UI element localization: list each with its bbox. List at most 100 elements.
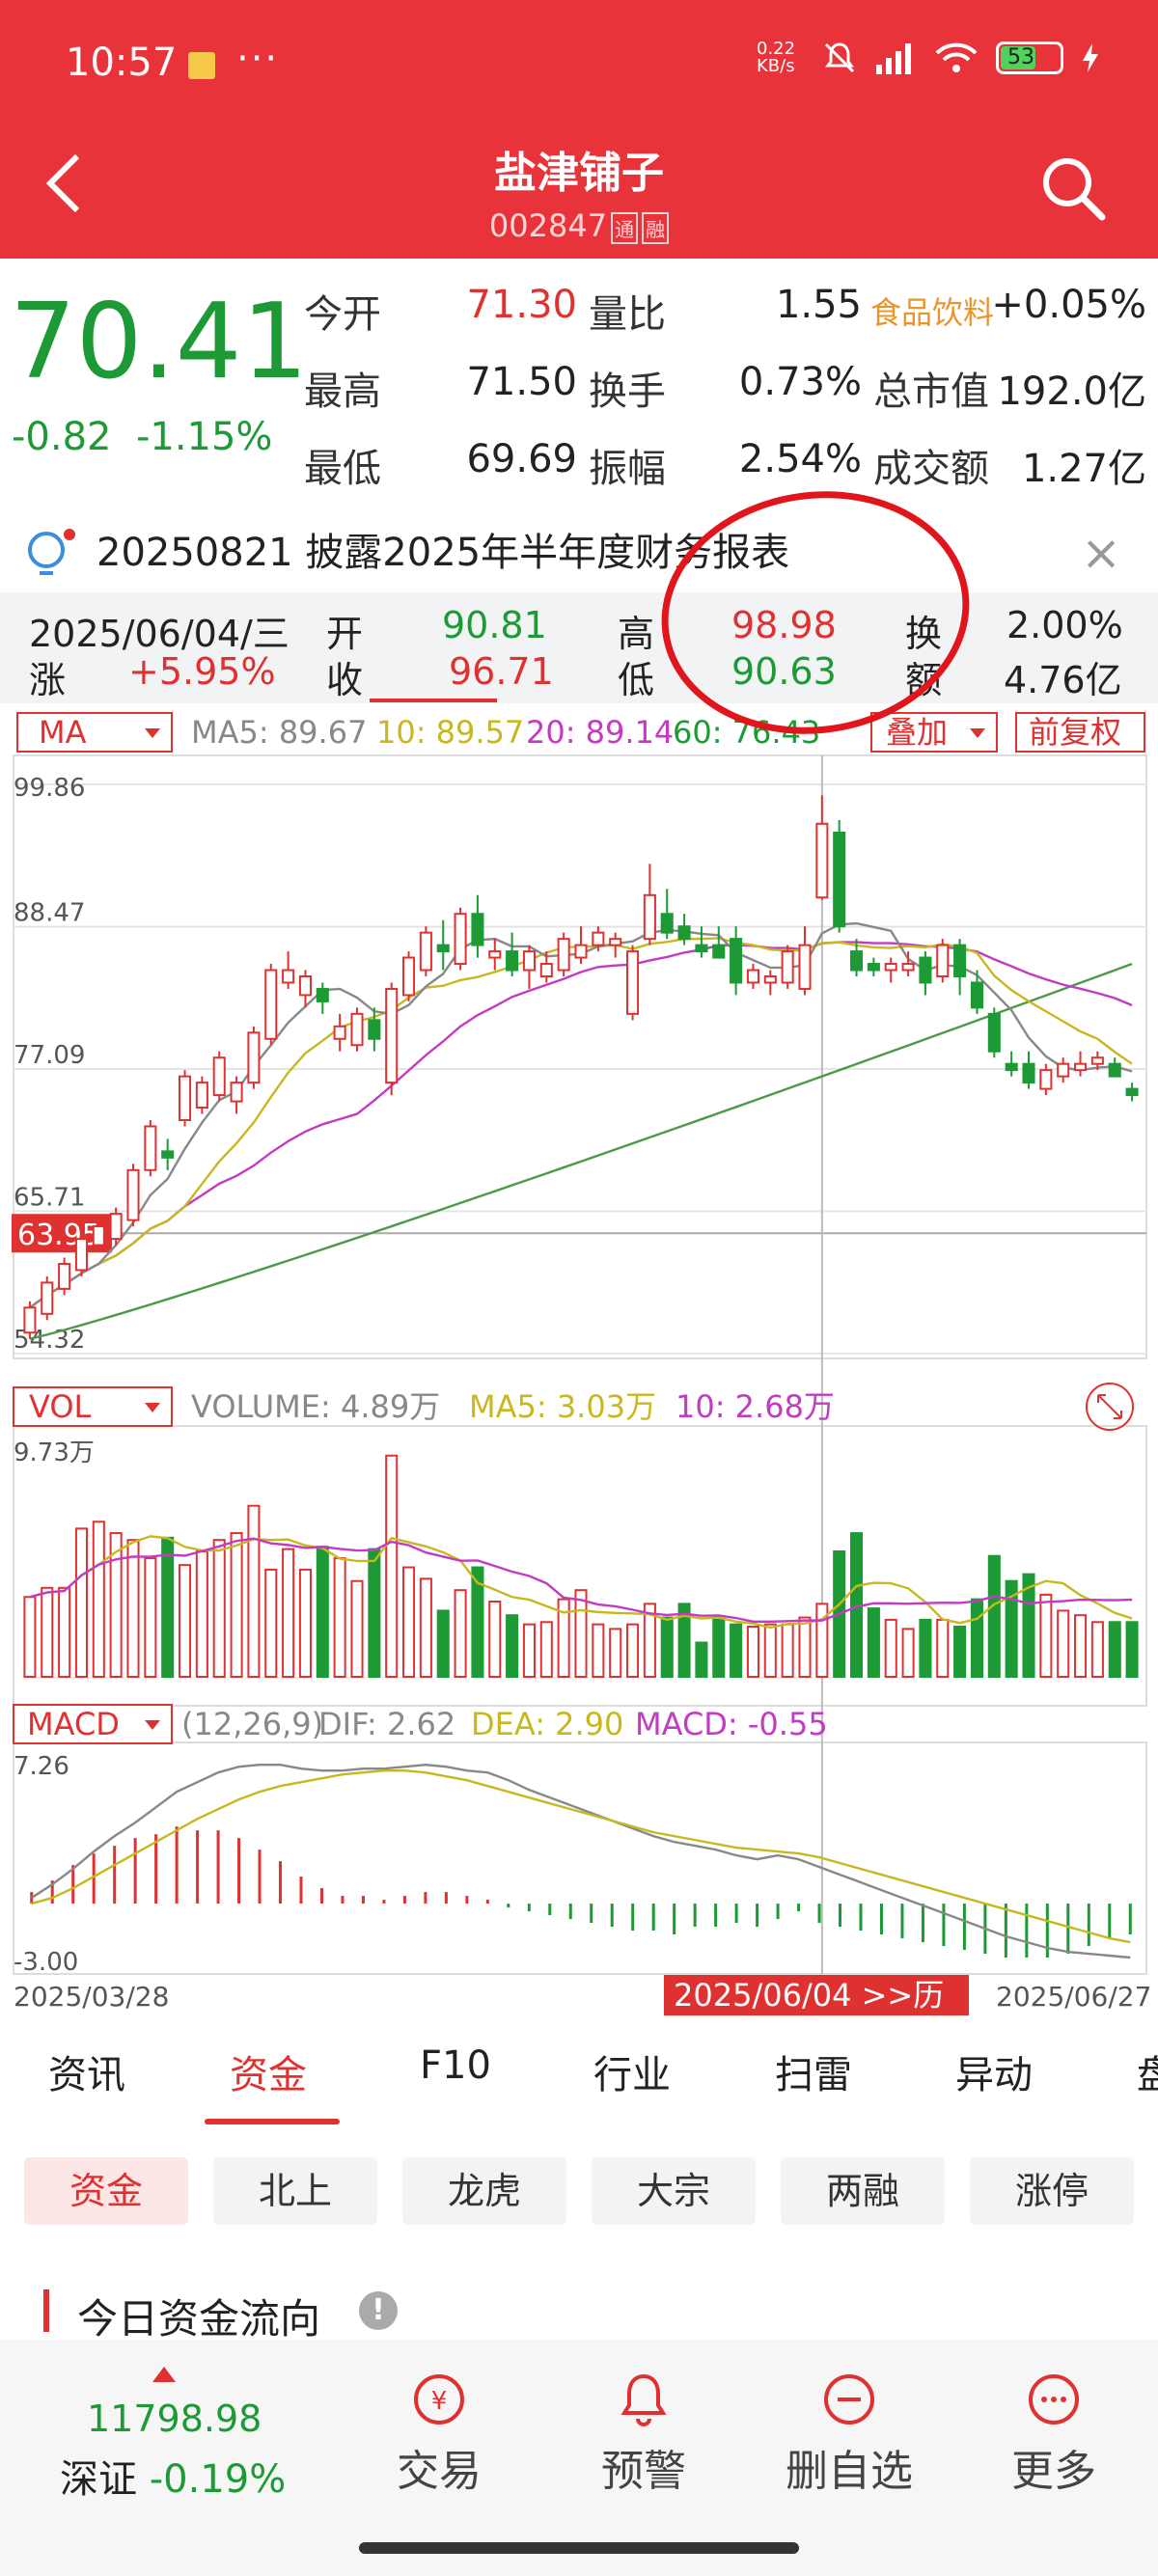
ma5-line xyxy=(29,921,1133,1309)
candle-body xyxy=(282,969,295,984)
candle-frame xyxy=(13,754,1147,1359)
adjust-button-label: 前复权 xyxy=(1029,714,1121,751)
y-tick-label: 77.09 xyxy=(14,1041,85,1070)
candle-body xyxy=(506,950,519,972)
tab-2[interactable]: F10 xyxy=(420,2043,491,2088)
quote-value: 69.69 xyxy=(466,437,577,481)
candle-body xyxy=(247,1031,261,1084)
close-icon[interactable]: × xyxy=(1081,525,1121,581)
tab-1[interactable]: 资金 xyxy=(230,2053,307,2097)
news-text[interactable]: 20250821 披露2025年半年度财务报表 xyxy=(96,531,790,575)
info-icon[interactable]: ! xyxy=(359,2291,398,2330)
candle-body xyxy=(626,950,640,1015)
volume-label: VOLUME: 4.89万 xyxy=(191,1388,440,1425)
candle-body xyxy=(92,1225,105,1247)
chevron-down-icon xyxy=(145,1720,160,1730)
expand-icon xyxy=(1086,1383,1134,1431)
volume-bar xyxy=(746,1625,759,1679)
back-button[interactable] xyxy=(37,145,95,222)
tab-5[interactable]: 异动 xyxy=(955,2053,1033,2097)
quote-value: 0.73% xyxy=(738,360,862,404)
last-price: 70.41 xyxy=(10,282,309,402)
candle-body xyxy=(1057,1062,1070,1078)
volume-bar xyxy=(574,1589,588,1679)
candle-body xyxy=(1074,1062,1088,1072)
dea-line xyxy=(31,1768,1131,1944)
candle-body xyxy=(712,944,726,959)
candle-body xyxy=(592,931,605,946)
candle-body xyxy=(144,1125,157,1171)
tab-3[interactable]: 行业 xyxy=(593,2053,671,2097)
subtab-1[interactable]: 北上 xyxy=(213,2157,377,2225)
volume-bar xyxy=(987,1554,1001,1678)
volume-bar xyxy=(195,1549,208,1679)
subtab-5[interactable]: 涨停 xyxy=(970,2157,1134,2225)
chevron-down-icon xyxy=(145,1403,160,1412)
more-button[interactable]: 更多 xyxy=(967,2369,1141,2498)
volume-bar xyxy=(919,1618,932,1678)
mute-icon xyxy=(824,42,855,73)
candle-body xyxy=(368,1019,381,1040)
candle-body xyxy=(109,1213,123,1241)
chevron-down-icon xyxy=(970,728,985,738)
subtab-4[interactable]: 两融 xyxy=(781,2157,945,2225)
subtab-0[interactable]: 资金 xyxy=(24,2157,188,2225)
volume-bar xyxy=(539,1621,553,1679)
volume-bar xyxy=(247,1504,261,1678)
section-title: 今日资金流向 xyxy=(77,2295,321,2343)
candle-body xyxy=(953,944,967,977)
volume-bar xyxy=(368,1548,381,1679)
quote-value: 1.55 xyxy=(775,283,862,327)
vol-ma5-line xyxy=(29,1535,1133,1630)
tab-6[interactable]: 盘 xyxy=(1137,2053,1158,2097)
news-bar[interactable]: 20250821 披露2025年半年度财务报表 × xyxy=(0,511,1158,590)
candle-body xyxy=(1022,1062,1035,1084)
top-bar: 10:57 ··· 0.22 KB/s 53 盐津铺子 002847 通融 xyxy=(0,0,1158,259)
candle-body xyxy=(815,822,829,899)
search-icon[interactable] xyxy=(1034,150,1112,227)
volume-bar xyxy=(1039,1593,1053,1678)
tag-rong: 融 xyxy=(642,211,670,244)
quote-value: 71.30 xyxy=(466,283,577,327)
bulb-icon xyxy=(28,529,75,575)
volume-bar xyxy=(592,1623,605,1679)
candle-body xyxy=(833,832,846,928)
trade-button[interactable]: ¥ 交易 xyxy=(352,2369,526,2498)
ma60-label: 60: 76.43 xyxy=(673,714,820,751)
candle-body xyxy=(230,1082,243,1103)
subtab-3[interactable]: 大宗 xyxy=(592,2157,756,2225)
volume-bar xyxy=(677,1603,691,1679)
volume-bar xyxy=(522,1623,536,1679)
volume-bar xyxy=(298,1568,312,1679)
vol-select xyxy=(13,1386,173,1427)
tab-0[interactable]: 资讯 xyxy=(48,2053,125,2097)
more-icon xyxy=(1029,2374,1079,2425)
vol-max-label: 9.73万 xyxy=(14,1439,95,1467)
trade-icon: ¥ xyxy=(414,2374,464,2425)
remove-watchlist-button[interactable]: 删自选 xyxy=(762,2369,936,2498)
index-value[interactable]: 11798.98 xyxy=(87,2398,262,2440)
tab-4[interactable]: 扫雷 xyxy=(775,2053,852,2097)
x-end-label: 2025/06/27 xyxy=(996,1981,1151,2013)
alert-button[interactable]: 预警 xyxy=(557,2369,731,2498)
volume-bar xyxy=(402,1566,416,1679)
status-icons: 0.22 KB/s 53 xyxy=(757,41,1100,75)
volume-bar xyxy=(179,1564,192,1679)
candle-body xyxy=(695,944,708,953)
candle-body xyxy=(333,1025,346,1040)
candle-body xyxy=(970,981,983,1009)
quote-label: 换手 xyxy=(589,370,666,414)
volume-bar xyxy=(1057,1609,1070,1678)
subtab-2[interactable]: 龙虎 xyxy=(402,2157,566,2225)
candle-body xyxy=(643,893,656,941)
candle-body xyxy=(179,1075,192,1121)
dif-label: DIF: 2.62 xyxy=(318,1706,455,1742)
index-name[interactable]: 深证 -0.19% xyxy=(60,2457,287,2502)
home-indicator[interactable] xyxy=(359,2542,799,2554)
adjust-button xyxy=(1015,712,1145,753)
candle-body xyxy=(471,913,484,946)
ma5-label: MA5: 89.67 xyxy=(191,714,367,751)
volume-frame xyxy=(13,1425,1147,1707)
quote-label: 总市值 xyxy=(873,370,989,414)
